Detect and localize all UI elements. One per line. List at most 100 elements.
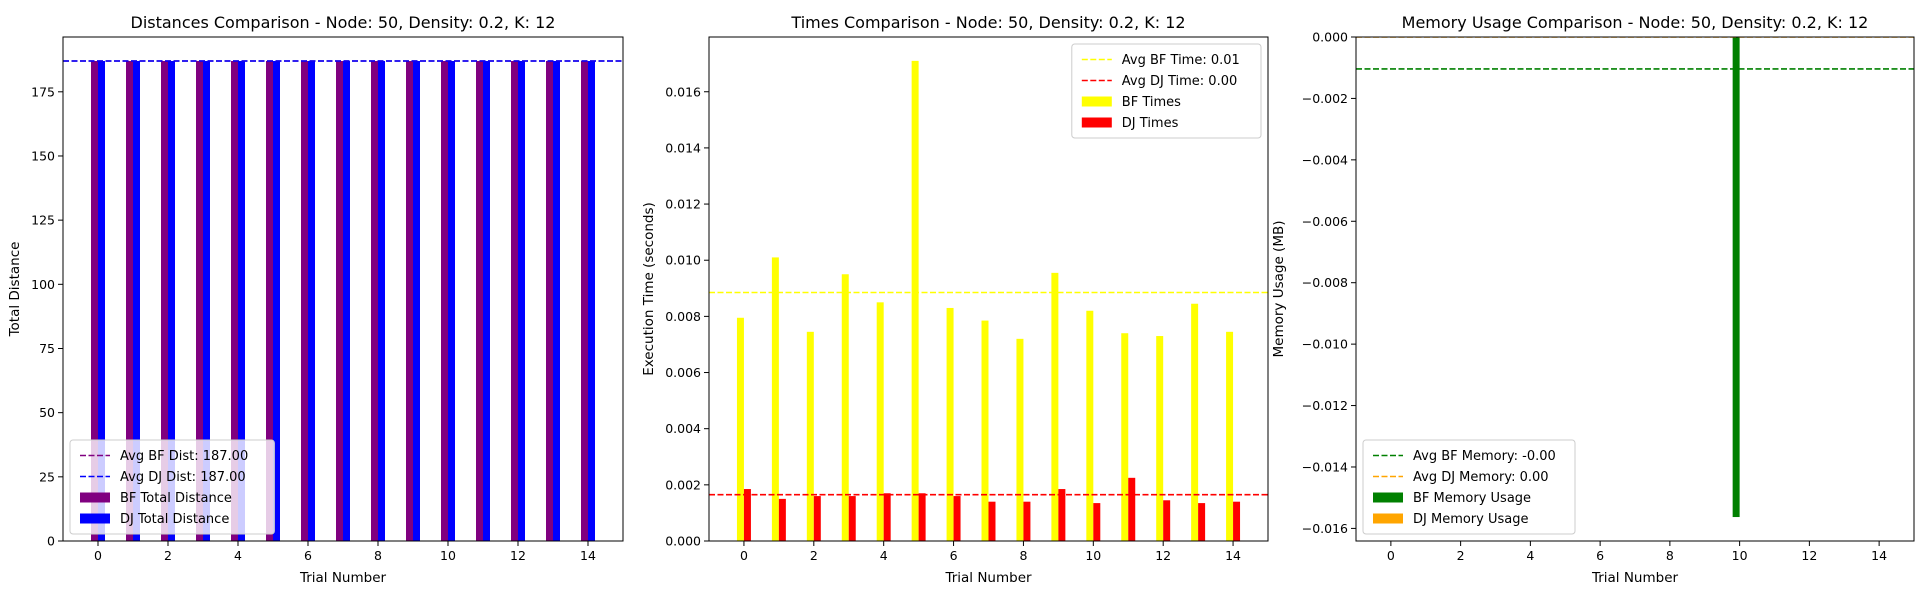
legend-label: DJ Total Distance [120,512,229,527]
legend-box [1071,43,1262,139]
y-tick-label: 0.008 [665,309,701,324]
bar-dj-total-distance-4 [238,61,245,541]
bar-dj-times-11 [1128,477,1136,541]
plot-area [63,60,623,541]
y-tick-label: 75 [39,341,55,356]
x-tick-label: 6 [304,548,312,563]
y-tick-label: 50 [39,405,55,420]
x-tick-label: 6 [950,548,958,563]
bar-dj-times-2 [813,496,821,541]
y-tick-label: −0.010 [1302,337,1348,352]
x-tick-label: 4 [234,548,242,563]
legend-label: Avg BF Time: 0.01 [1122,53,1240,68]
x-tick-label: 2 [810,548,818,563]
legend-label: Avg DJ Time: 0.00 [1122,74,1237,89]
y-tick-label: 0.006 [665,365,701,380]
bar-dj-times-14 [1233,501,1241,541]
bar-dj-total-distance-11 [483,61,490,541]
bar-dj-times-9 [1058,489,1066,541]
bar-dj-times-12 [1163,500,1171,541]
legend-label: Avg BF Dist: 187.00 [120,449,248,464]
chart-title: Memory Usage Comparison - Node: 50, Dens… [1402,13,1869,32]
y-tick-label: 0.004 [665,421,701,436]
bar-dj-times-7 [988,501,996,541]
x-tick-label: 14 [1871,548,1887,563]
y-tick-label: −0.002 [1302,91,1348,106]
plot-area [1356,37,1914,518]
x-axis-label: Trial Number [1591,570,1679,586]
bar-bf-total-distance-11 [476,61,483,541]
bar-dj-total-distance-10 [448,61,455,541]
legend-label: DJ Times [1122,116,1179,131]
legend: Avg BF Time: 0.01 Avg DJ Time: 0.00 BF Tim… [1071,43,1262,139]
axes-frame [708,36,1269,542]
chart-panel-1: 0 2 4 6 8 10 12 14 0.000 0.002 0.004 0.006 0.008 0.01… [641,13,1269,586]
bar-bf-total-distance-2 [161,61,168,541]
legend-patch-swatch [1081,117,1112,128]
legend-label: DJ Memory Usage [1413,512,1528,527]
y-tick-label: 0.002 [665,477,701,492]
bar-dj-total-distance-14 [588,61,595,541]
y-tick-label: 125 [31,213,55,228]
legend-patch-swatch [80,513,110,524]
bar-bf-total-distance-3 [196,61,203,541]
bar-dj-times-6 [953,496,961,541]
legend-patch-swatch [1373,492,1403,503]
x-tick-label: 8 [1666,548,1674,563]
y-tick-label: 0.012 [665,197,701,212]
bar-bf-total-distance-6 [301,61,308,541]
legend: Avg BF Memory: -0.00 Avg DJ Memory: 0.00 B… [1362,439,1576,535]
bar-dj-total-distance-12 [518,61,525,541]
legend-label: BF Total Distance [120,491,232,506]
bar-bf-times-1 [771,257,779,541]
legend-box [1362,439,1576,535]
bar-dj-total-distance-7 [343,61,350,541]
bar-bf-times-9 [1051,272,1059,541]
legend: Avg BF Dist: 187.00 Avg DJ Dist: 187.00 BF… [69,439,275,535]
x-tick-label: 12 [1801,548,1817,563]
bar-bf-times-10 [1086,310,1094,541]
bar-dj-total-distance-5 [273,61,280,541]
x-tick-label: 10 [1732,548,1748,563]
bar-dj-times-1 [778,498,786,541]
chart-title: Distances Comparison - Node: 50, Density… [131,13,556,32]
bar-bf-times-3 [841,274,849,541]
bar-bf-times-2 [806,331,814,541]
y-tick-label: −0.004 [1302,152,1348,167]
x-axis-label: Trial Number [299,570,387,586]
y-axis-label: Total Distance [7,242,23,338]
bar-bf-total-distance-8 [371,61,378,541]
legend-label: Avg DJ Memory: 0.00 [1413,470,1549,485]
bar-bf-total-distance-0 [91,61,98,541]
y-tick-label: −0.014 [1302,459,1348,474]
x-axis-label: Trial Number [944,570,1032,586]
x-tick-label: 12 [510,548,526,563]
legend-label: BF Memory Usage [1413,491,1531,506]
bar-bf-memory-usage-10 [1732,37,1740,518]
y-tick-label: 25 [39,469,55,484]
y-tick-label: −0.008 [1302,275,1348,290]
x-tick-label: 10 [1085,548,1101,563]
x-tick-label: 6 [1596,548,1604,563]
bar-dj-total-distance-1 [133,61,140,541]
x-tick-label: 2 [1457,548,1465,563]
legend-patch-swatch [1081,96,1112,107]
x-tick-label: 12 [1155,548,1171,563]
bar-bf-total-distance-10 [441,61,448,541]
bar-dj-times-10 [1093,503,1101,541]
bar-dj-total-distance-8 [378,61,385,541]
x-tick-label: 2 [164,548,172,563]
y-tick-label: −0.016 [1302,521,1348,536]
x-tick-label: 0 [740,548,748,563]
legend-label: Avg BF Memory: -0.00 [1413,449,1556,464]
bar-bf-total-distance-13 [546,61,553,541]
bar-dj-total-distance-3 [203,61,210,541]
bar-bf-times-8 [1016,338,1024,541]
bar-dj-total-distance-13 [553,61,560,541]
y-tick-label: 0.000 [665,534,701,549]
bar-bf-times-12 [1156,336,1164,541]
y-axis-label: Execution Time (seconds) [641,202,657,376]
bar-bf-total-distance-14 [581,61,588,541]
y-axis-label: Memory Usage (MB) [1271,221,1287,358]
